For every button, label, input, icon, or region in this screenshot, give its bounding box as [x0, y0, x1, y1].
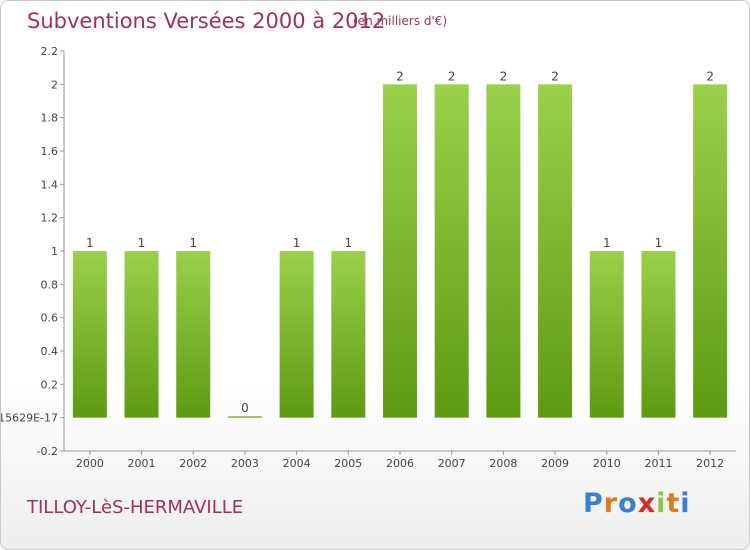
data-label: 1 — [603, 236, 611, 250]
bar — [176, 251, 211, 418]
x-tick-label: 2011 — [644, 457, 672, 470]
y-tick-label: 0.6 — [41, 312, 59, 325]
x-tick-label: 2003 — [231, 457, 259, 470]
data-label: 1 — [655, 236, 663, 250]
logo-letter: x — [637, 488, 657, 519]
x-tick-label: 2008 — [489, 457, 517, 470]
bar — [124, 251, 159, 418]
bar — [72, 251, 107, 418]
data-label: 1 — [138, 236, 146, 250]
y-tick-label: -0.2 — [37, 445, 58, 458]
bar — [279, 251, 314, 418]
y-tick-label: 0.4 — [41, 345, 59, 358]
bar — [383, 84, 417, 418]
data-label: 2 — [706, 69, 714, 83]
logo-letter: t — [666, 488, 681, 519]
y-tick-label: 1.2 — [41, 212, 59, 225]
logo-letter: i — [656, 488, 667, 519]
data-label: 2 — [448, 69, 456, 83]
data-label: 1 — [86, 236, 94, 250]
x-tick-label: 2006 — [386, 457, 414, 470]
x-tick-label: 2007 — [438, 457, 466, 470]
y-tick-label: 1.8 — [41, 112, 59, 125]
logo-letter: o — [618, 488, 638, 519]
x-tick-label: 2004 — [283, 457, 311, 470]
logo-letter: i — [680, 488, 691, 519]
commune-name: TILLOY-LèS-HERMAVILLE — [27, 497, 244, 518]
x-tick-label: 2002 — [179, 457, 207, 470]
data-label: 1 — [344, 236, 352, 250]
y-tick-label: 0.2 — [41, 378, 59, 391]
x-tick-label: 2009 — [541, 457, 569, 470]
data-label: 1 — [189, 236, 197, 250]
y-tick-label: 1.6 — [41, 145, 59, 158]
logo-letter: r — [603, 488, 619, 519]
y-tick-label: 2.2 — [41, 45, 59, 58]
y-tick-label: -1.15629E-17 — [1, 412, 58, 425]
bar — [227, 416, 262, 418]
y-tick-label: 1.4 — [41, 178, 59, 191]
data-label: 2 — [396, 69, 404, 83]
y-tick-label: 2 — [51, 78, 58, 91]
bar — [589, 251, 624, 418]
x-tick-label: 2000 — [76, 457, 104, 470]
bar — [538, 84, 573, 418]
proxiti-logo: Proxiti — [583, 488, 691, 519]
bar — [641, 251, 676, 418]
bar — [693, 84, 728, 418]
data-label: 0 — [241, 401, 249, 415]
x-tick-label: 2005 — [334, 457, 362, 470]
data-label: 2 — [551, 69, 559, 83]
bar — [331, 251, 366, 418]
logo-letter: P — [583, 488, 604, 519]
chart-title: Subventions Versées 2000 à 2012 — [27, 9, 386, 33]
x-tick-label: 2012 — [696, 457, 724, 470]
data-label: 1 — [293, 236, 301, 250]
chart-unit-note: (en milliers d'€) — [353, 14, 448, 28]
x-tick-label: 2001 — [128, 457, 156, 470]
y-tick-label: 0.8 — [41, 278, 59, 291]
data-label: 2 — [500, 69, 508, 83]
bar — [486, 84, 521, 418]
y-tick-label: 1 — [51, 245, 58, 258]
bar — [434, 84, 469, 418]
x-tick-label: 2010 — [593, 457, 621, 470]
